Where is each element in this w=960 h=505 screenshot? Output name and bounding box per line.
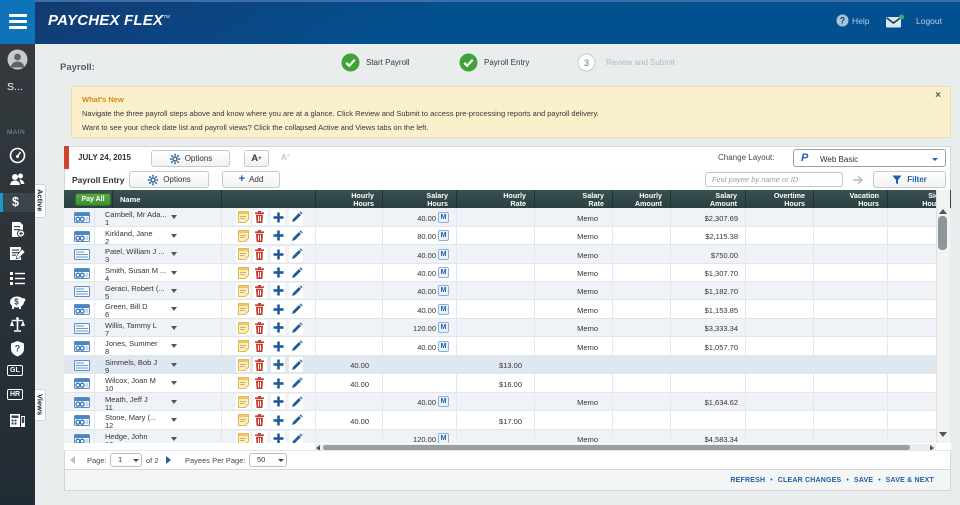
svg-text:?: ? [15,344,21,354]
svg-text:3: 3 [584,58,589,68]
svg-text:?: ? [840,16,846,26]
svg-text:$: $ [14,298,19,307]
